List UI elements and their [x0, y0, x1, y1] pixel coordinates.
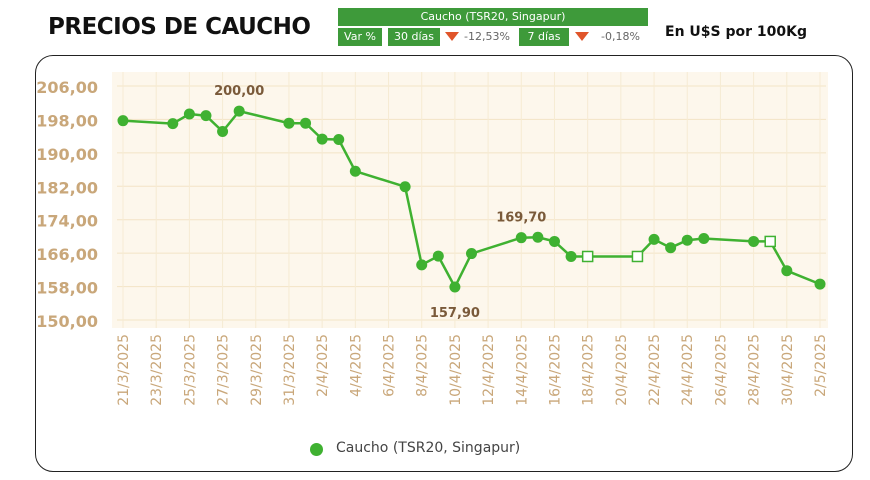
- y-tick-label: 150,00: [36, 312, 98, 331]
- legend-marker: [310, 443, 323, 456]
- data-point: [565, 250, 577, 262]
- down-arrow-icon: [575, 32, 589, 41]
- data-point: [449, 281, 461, 293]
- x-tick-label: 27/3/2025: [216, 334, 232, 406]
- data-point: [333, 133, 345, 145]
- data-point-open: [764, 235, 776, 248]
- period2-value: -0,18%: [601, 30, 640, 43]
- x-tick-label: 24/4/2025: [680, 334, 696, 406]
- data-point: [648, 233, 660, 245]
- data-point: [814, 278, 826, 290]
- x-tick-label: 22/4/2025: [647, 334, 663, 406]
- y-tick-label: 190,00: [36, 145, 98, 164]
- down-arrow-icon: [445, 32, 459, 41]
- x-tick-label: 6/4/2025: [382, 334, 398, 397]
- period1-value: -12,53%: [464, 30, 510, 43]
- x-tick-label: 4/4/2025: [348, 334, 364, 397]
- data-point: [233, 105, 245, 117]
- data-point: [548, 235, 560, 247]
- data-point: [300, 117, 312, 129]
- data-point: [532, 231, 544, 243]
- page-title: PRECIOS DE CAUCHO: [48, 14, 311, 40]
- legend-label: Caucho (TSR20, Singapur): [336, 440, 521, 456]
- x-tick-label: 12/4/2025: [481, 334, 497, 406]
- data-point: [117, 115, 129, 127]
- y-tick-label: 206,00: [36, 78, 98, 97]
- units-label: En U$S por 100Kg: [665, 24, 807, 40]
- y-tick-label: 166,00: [36, 245, 98, 264]
- x-tick-label: 8/4/2025: [415, 334, 431, 397]
- x-tick-label: 30/4/2025: [780, 334, 796, 406]
- data-point: [698, 233, 710, 245]
- data-point: [316, 133, 328, 145]
- x-tick-label: 16/4/2025: [547, 334, 563, 406]
- y-tick-label: 174,00: [36, 212, 98, 231]
- data-point: [515, 232, 527, 244]
- x-tick-label: 2/4/2025: [315, 334, 331, 397]
- period2-label: 7 días: [519, 28, 569, 46]
- data-point: [416, 259, 428, 271]
- data-label: 157,90: [430, 306, 480, 321]
- var-label: Var %: [338, 28, 382, 46]
- x-tick-label: 18/4/2025: [581, 334, 597, 406]
- data-point: [399, 181, 411, 193]
- y-tick-label: 158,00: [36, 279, 98, 298]
- x-tick-label: 14/4/2025: [514, 334, 530, 406]
- x-tick-label: 29/3/2025: [249, 334, 265, 406]
- data-point: [217, 126, 229, 138]
- data-point: [466, 248, 477, 260]
- data-point: [200, 110, 212, 122]
- data-point: [349, 165, 361, 177]
- period1-label: 30 días: [388, 28, 440, 46]
- data-point: [781, 265, 793, 277]
- x-tick-label: 25/3/2025: [182, 334, 198, 406]
- data-point-open: [581, 250, 594, 263]
- summary-box-title: Caucho (TSR20, Singapur): [338, 8, 648, 26]
- plot-background: [112, 72, 828, 328]
- summary-box: Caucho (TSR20, Singapur) Var % 30 días -…: [338, 8, 648, 48]
- x-tick-label: 21/3/2025: [116, 334, 132, 406]
- data-point: [432, 250, 444, 262]
- x-tick-label: 28/4/2025: [747, 334, 763, 406]
- data-point: [665, 242, 677, 254]
- x-tick-label: 20/4/2025: [614, 334, 630, 406]
- x-tick-label: 10/4/2025: [448, 334, 464, 406]
- data-point: [167, 118, 179, 130]
- x-tick-label: 31/3/2025: [282, 334, 298, 406]
- data-point-open: [631, 250, 644, 263]
- x-tick-label: 26/4/2025: [713, 334, 729, 406]
- y-tick-label: 182,00: [36, 178, 98, 197]
- data-point: [681, 234, 693, 246]
- data-label: 200,00: [214, 84, 264, 99]
- x-tick-label: 2/5/2025: [813, 334, 829, 397]
- data-label: 169,70: [496, 211, 546, 226]
- data-point: [283, 117, 295, 129]
- x-tick-label: 23/3/2025: [149, 334, 165, 406]
- data-point: [748, 235, 760, 247]
- data-point: [183, 108, 195, 120]
- y-tick-label: 198,00: [36, 111, 98, 130]
